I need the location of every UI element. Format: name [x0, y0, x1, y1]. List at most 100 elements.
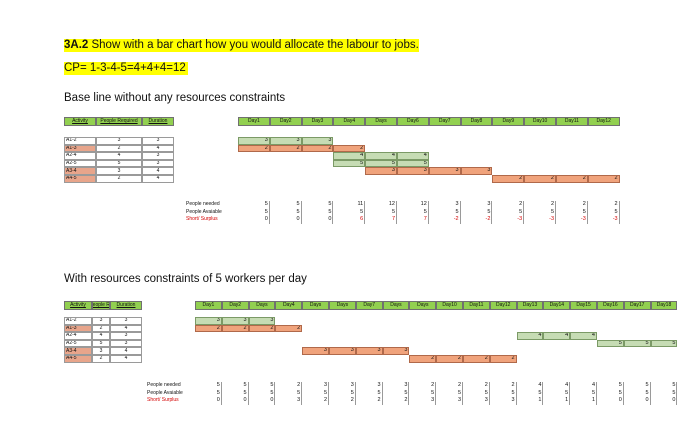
baseline-bar-cell: 2 [333, 144, 366, 153]
constrained-summary-value: 5 [511, 389, 515, 396]
constrained-grid-line [488, 389, 490, 398]
constrained-day-header: Days [248, 301, 276, 310]
baseline-activity-people: 3 [96, 167, 142, 175]
baseline-day-header: Day3 [301, 117, 334, 126]
constrained-summary-label: People Avaiable [147, 389, 183, 396]
baseline-day-header: Day12 [587, 117, 620, 126]
baseline-activity-duration: 3 [142, 137, 174, 145]
baseline-bar-cell: 2 [238, 144, 270, 153]
constrained-grid-line [328, 397, 329, 405]
constrained-caption: With resources constraints of 5 workers … [64, 273, 307, 285]
constrained-activity-people: 2 [92, 355, 110, 363]
baseline-grid-line [300, 201, 302, 209]
constrained-grid-line [515, 397, 517, 405]
constrained-grid-line [596, 389, 597, 398]
baseline-summary-value: 3 [487, 201, 491, 207]
baseline-grid-line [332, 208, 334, 217]
constrained-summary-value: 0 [216, 397, 220, 404]
baseline-day-header: Day10 [524, 117, 556, 126]
baseline-summary-value: 11 [357, 201, 364, 207]
baseline-grid-line [523, 201, 525, 209]
baseline-summary-value: -3 [612, 216, 618, 223]
constrained-summary-value: 2 [511, 382, 515, 388]
baseline-grid-line [300, 208, 302, 217]
constrained-grid-line [569, 389, 571, 398]
baseline-header-people: People Required [96, 117, 142, 126]
constrained-grid-line [220, 397, 222, 405]
constrained-header-activity: Activity [64, 301, 92, 310]
constrained-summary-value: 5 [591, 389, 595, 396]
constrained-summary-value: 5 [323, 389, 327, 396]
baseline-grid-line [618, 208, 620, 217]
constrained-day-header: Days [382, 301, 410, 310]
constrained-header-people: People Re [92, 301, 110, 310]
constrained-summary-value: 2 [377, 397, 381, 404]
constrained-bar-cell: 4 [570, 332, 597, 340]
constrained-summary-value: 5 [484, 389, 488, 396]
constrained-summary-value: 5 [565, 389, 569, 396]
baseline-grid-line [364, 208, 366, 217]
baseline-grid-line [523, 216, 525, 224]
constrained-day-header: Day4 [275, 301, 303, 310]
constrained-bar-cell: 4 [516, 332, 544, 340]
baseline-activity-people: 2 [96, 175, 142, 183]
constrained-summary-value: 2 [350, 397, 354, 404]
constrained-grid-line [569, 397, 571, 405]
baseline-day-header: Day4 [333, 117, 366, 126]
constrained-grid-line [488, 382, 490, 390]
constrained-bar-cell: 2 [275, 324, 303, 333]
baseline-bar-cell: 3 [397, 167, 429, 175]
constrained-grid-line [435, 389, 437, 398]
baseline-summary-value: -3 [517, 216, 523, 223]
baseline-grid-line [459, 201, 461, 209]
question-title: 3A.2 Show with a bar chart how you would… [64, 39, 419, 52]
constrained-grid-line [274, 382, 276, 390]
constrained-grid-line [462, 389, 463, 398]
baseline-day-header: Day1 [238, 117, 270, 126]
constrained-grid-line [220, 389, 222, 398]
constrained-day-header: Day13 [516, 301, 544, 310]
constrained-activity-people: 4 [92, 332, 110, 340]
constrained-grid-line [596, 382, 597, 390]
constrained-grid-line [676, 389, 678, 398]
constrained-grid-line [676, 382, 678, 390]
baseline-summary-value: 5 [455, 208, 459, 215]
baseline-summary-value: 7 [423, 216, 427, 223]
constrained-grid-line [301, 382, 303, 390]
constrained-summary-value: 3 [457, 397, 461, 404]
constrained-summary-label: Short/ Surplus [147, 397, 179, 404]
constrained-summary-value: 5 [297, 389, 301, 396]
baseline-grid-line [332, 216, 334, 224]
constrained-summary-value: 2 [404, 397, 408, 404]
constrained-summary-value: 3 [323, 382, 327, 388]
baseline-bar-cell: 2 [587, 175, 620, 183]
constrained-header-duration: Duration [110, 301, 142, 310]
baseline-bar-cell: 4 [397, 152, 429, 160]
constrained-summary-value: 5 [672, 382, 676, 388]
baseline-grid-line [491, 216, 493, 224]
baseline-day-header: Day8 [460, 117, 493, 126]
constrained-grid-line [676, 397, 678, 405]
constrained-summary-value: 5 [377, 389, 381, 396]
constrained-grid-line [462, 382, 463, 390]
constrained-bar-cell: 4 [543, 332, 571, 340]
baseline-grid-line [364, 216, 366, 224]
constrained-grid-line [596, 397, 597, 405]
constrained-summary-value: 3 [484, 397, 488, 404]
baseline-activity-duration: 4 [142, 167, 174, 175]
constrained-summary-value: 0 [618, 397, 622, 404]
constrained-day-header: Day1 [195, 301, 222, 310]
constrained-activity-people: 3 [92, 317, 110, 325]
constrained-summary-value: 3 [404, 382, 408, 388]
constrained-summary-value: 0 [243, 397, 247, 404]
constrained-grid-line [301, 389, 303, 398]
baseline-activity-id: A1-3 [64, 144, 96, 153]
baseline-summary-value: 2 [582, 201, 586, 207]
constrained-summary-value: 0 [645, 397, 649, 404]
baseline-header-duration: Duration [142, 117, 174, 126]
constrained-activity-id: A1-3 [64, 324, 92, 333]
constrained-bar-cell: 5 [650, 339, 678, 348]
baseline-summary-value: -2 [453, 216, 459, 223]
baseline-grid-line [555, 216, 556, 224]
constrained-grid-line [569, 382, 571, 390]
